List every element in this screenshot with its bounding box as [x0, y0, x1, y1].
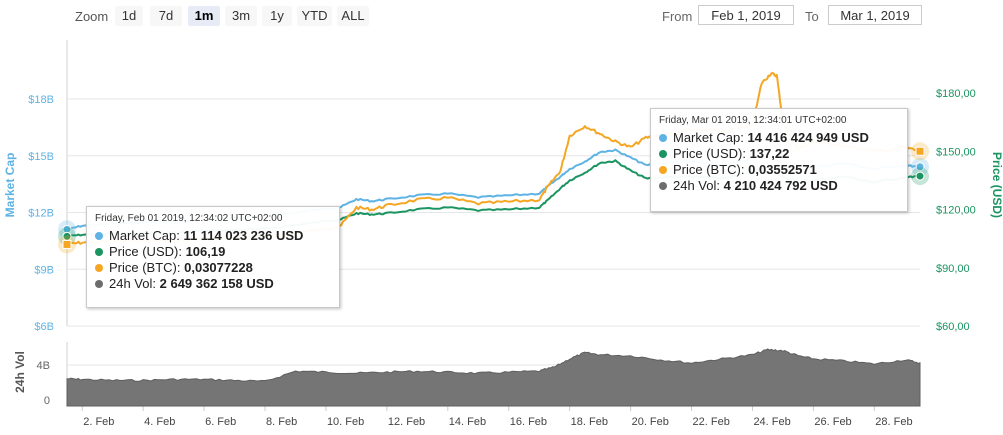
tooltip-date: Friday, Mar 01 2019, 12:34:01 UTC+02:00 [659, 115, 847, 126]
y-left-tick-label: $6B [34, 321, 54, 333]
market-cap-dot-icon [659, 134, 667, 142]
tooltip-mar-01: Friday, Mar 01 2019, 12:34:01 UTC+02:00 … [650, 108, 908, 212]
y-left-axis-title: Market Cap [3, 153, 17, 218]
y-right-tick-label: $150,00 [936, 146, 976, 158]
tooltip-value: 14 416 424 949 USD [747, 130, 869, 145]
x-tick-label: 28. Feb [875, 416, 912, 428]
zoom-all-button[interactable]: ALL [337, 6, 369, 26]
zoom-label: Zoom [75, 9, 109, 24]
tooltip-row-market-cap: Market Cap: 11 114 023 236 USD [95, 228, 331, 244]
x-tick-label: 8. Feb [266, 416, 297, 428]
tooltip-label: Price (USD): [109, 244, 182, 259]
x-tick-label: 20. Feb [632, 416, 669, 428]
tooltip-value: 0,03552571 [748, 162, 817, 177]
price-usd-marker [915, 171, 925, 181]
from-label: From [662, 9, 693, 24]
tooltip-label: Price (BTC): [673, 162, 745, 177]
tooltip-label: 24h Vol: [109, 276, 156, 291]
from-date-input[interactable]: Feb 1, 2019 [698, 5, 794, 25]
tooltip-value: 2 649 362 158 USD [159, 276, 274, 291]
zoom-1m-button[interactable]: 1m [188, 6, 220, 26]
zoom-7d-button[interactable]: 7d [150, 6, 182, 26]
price-usd-dot-icon [95, 248, 103, 256]
zoom-ytd-button[interactable]: YTD [297, 6, 332, 26]
y-left-tick-label: $9B [34, 264, 54, 276]
y-right-tick-label: $60,00 [936, 321, 970, 333]
x-tick-label: 6. Feb [205, 416, 236, 428]
x-tick-label: 2. Feb [83, 416, 114, 428]
volume-dot-icon [659, 182, 667, 190]
price-btc-dot-icon [659, 166, 667, 174]
tooltip-label: Market Cap: [673, 130, 744, 145]
tooltip-label: Price (USD): [673, 146, 746, 161]
x-tick-label: 16. Feb [510, 416, 547, 428]
tooltip-row-price-usd: Price (USD): 137,22 [659, 146, 899, 162]
tooltip-row-volume: 24h Vol: 4 210 424 792 USD [659, 178, 899, 194]
tooltip-row-price-btc: Price (BTC): 0,03552571 [659, 162, 899, 178]
volume-area [66, 348, 921, 407]
price-usd-dot-icon [659, 150, 667, 158]
price-btc-marker [915, 146, 925, 156]
tooltip-label: Price (BTC): [109, 260, 181, 275]
x-tick-label: 14. Feb [449, 416, 486, 428]
y-right-tick-label: $120,00 [936, 205, 976, 217]
to-date-input[interactable]: Mar 1, 2019 [828, 5, 922, 25]
price-btc-marker [62, 239, 72, 249]
y-right-axis-title: Price (USD) [990, 152, 1003, 218]
y-right-tick-label: $180,00 [936, 88, 976, 100]
tooltip-value: 0,03077228 [184, 260, 253, 275]
tooltip-value: 106,19 [185, 244, 226, 259]
tooltip-row-market-cap: Market Cap: 14 416 424 949 USD [659, 130, 899, 146]
market-cap-dot-icon [95, 232, 103, 240]
x-tick-label: 18. Feb [571, 416, 608, 428]
y-left-tick-label: $18B [28, 94, 54, 106]
tooltip-date: Friday, Feb 01 2019, 12:34:02 UTC+02:00 [95, 213, 283, 224]
zoom-3m-button[interactable]: 3m [225, 6, 257, 26]
x-tick-label: 24. Feb [753, 416, 790, 428]
volume-tick-label: 0 [44, 395, 50, 407]
volume-axis-title: 24h Vol [13, 351, 27, 393]
volume-dot-icon [95, 280, 103, 288]
x-tick-label: 10. Feb [327, 416, 364, 428]
zoom-1y-button[interactable]: 1y [262, 6, 292, 26]
market-cap-marker [915, 162, 925, 172]
x-tick-label: 22. Feb [693, 416, 730, 428]
tooltip-value: 137,22 [749, 146, 790, 161]
price-btc-dot-icon [95, 264, 103, 272]
x-tick-label: 26. Feb [814, 416, 851, 428]
tooltip-label: 24h Vol: [673, 178, 720, 193]
tooltip-feb-01: Friday, Feb 01 2019, 12:34:02 UTC+02:00 … [86, 206, 340, 308]
tooltip-row-volume: 24h Vol: 2 649 362 158 USD [95, 276, 331, 292]
tooltip-value: 11 114 023 236 USD [183, 228, 304, 243]
y-left-tick-label: $12B [28, 208, 54, 220]
tooltip-label: Market Cap: [109, 228, 180, 243]
tooltip-row-price-btc: Price (BTC): 0,03077228 [95, 260, 331, 276]
y-right-tick-label: $90,00 [936, 263, 970, 275]
tooltip-row-price-usd: Price (USD): 106,19 [95, 244, 331, 260]
volume-tick-label: 4B [37, 360, 50, 372]
x-tick-label: 4. Feb [144, 416, 175, 428]
x-tick-label: 12. Feb [388, 416, 425, 428]
to-label: To [805, 9, 819, 24]
tooltip-value: 4 210 424 792 USD [723, 178, 838, 193]
zoom-1d-button[interactable]: 1d [115, 6, 143, 26]
y-left-tick-label: $15B [28, 151, 54, 163]
